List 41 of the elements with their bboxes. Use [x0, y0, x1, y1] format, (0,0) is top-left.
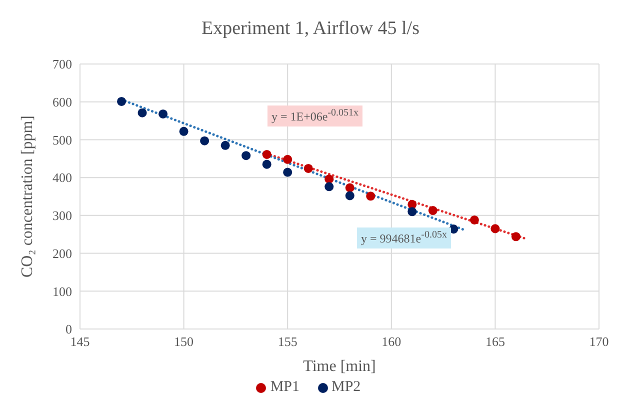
point — [490, 224, 500, 234]
point — [262, 150, 272, 159]
point — [511, 232, 520, 242]
y-tick-label: 100 — [52, 284, 72, 299]
point — [304, 164, 313, 173]
point — [242, 151, 251, 160]
point — [200, 136, 210, 146]
x-axis-title: Time [min] — [303, 358, 376, 375]
y-tick-label: 200 — [52, 246, 72, 261]
y-tick-label: 400 — [52, 170, 72, 186]
point — [428, 206, 438, 216]
point — [324, 174, 334, 184]
y-axis-title: CO₂ concentration [ppm] — [19, 116, 36, 278]
x-tick-label: 160 — [382, 334, 402, 350]
point — [470, 215, 479, 224]
point — [366, 192, 376, 201]
y-tick-label: 500 — [52, 132, 72, 148]
y-tick-label: 600 — [52, 94, 72, 110]
x-tick-label: 155 — [278, 334, 298, 350]
x-tick-label: 170 — [589, 334, 609, 350]
y-tick-label: 0 — [66, 322, 72, 337]
point — [138, 108, 147, 118]
point — [262, 160, 272, 169]
point — [158, 109, 168, 118]
x-tick-label: 165 — [485, 334, 505, 350]
point — [324, 182, 334, 192]
x-tick-label: 145 — [70, 334, 90, 350]
point — [345, 183, 354, 192]
point — [283, 154, 292, 164]
point — [283, 168, 292, 177]
legend-label: MP2 — [330, 379, 361, 396]
point — [220, 140, 230, 150]
y-tick-label: 700 — [52, 56, 72, 72]
point — [117, 96, 126, 106]
y-tick-label: 300 — [52, 208, 72, 224]
x-tick-label: 150 — [174, 334, 194, 350]
point — [179, 126, 188, 136]
chart-title: Experiment 1, Airflow 45 l/s — [200, 17, 420, 41]
legend-label: MP1 — [269, 379, 300, 396]
point — [408, 207, 417, 216]
point — [345, 191, 354, 200]
